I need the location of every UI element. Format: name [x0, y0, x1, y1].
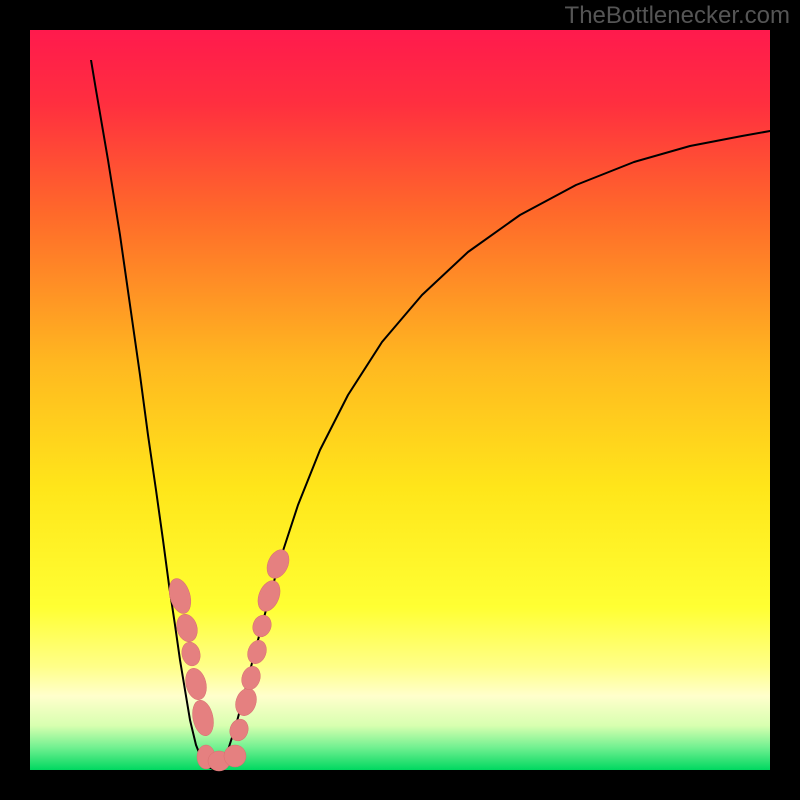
chart-svg: [0, 0, 800, 800]
chart-root: TheBottlenecker.com: [0, 0, 800, 800]
watermark-text: TheBottlenecker.com: [565, 2, 790, 30]
plot-background: [30, 30, 770, 770]
